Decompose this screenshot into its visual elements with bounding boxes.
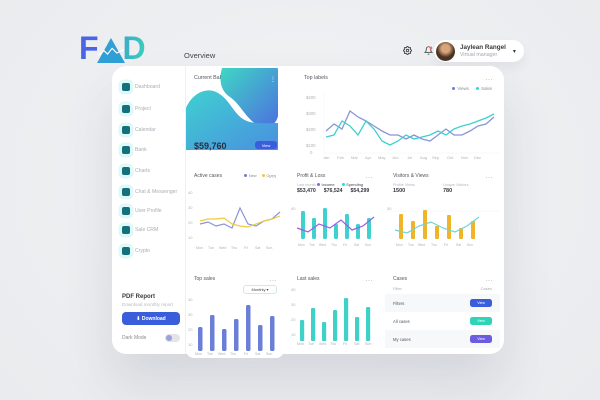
svg-text:Thu: Thu [230,352,236,355]
svg-text:Mon: Mon [396,243,403,247]
svg-text:Oct: Oct [447,155,454,160]
svg-text:Wed: Wed [418,243,425,247]
svg-text:40: 40 [291,206,296,211]
svg-text:Mon: Mon [196,246,203,250]
svg-text:Sat: Sat [354,243,359,247]
svg-text:30: 30 [188,312,193,317]
svg-text:Tue: Tue [207,352,213,355]
svg-text:30: 30 [387,206,392,211]
svg-text:Fri: Fri [244,352,248,355]
svg-text:$300: $300 [306,111,316,116]
svg-text:Sat: Sat [456,243,461,247]
svg-text:Wed: Wed [319,243,326,247]
svg-text:Jul: Jul [407,155,412,160]
svg-text:0: 0 [310,150,313,155]
svg-text:Fri: Fri [444,243,448,247]
svg-text:Dec: Dec [474,155,481,160]
svg-text:Jan: Jan [323,155,329,160]
svg-text:Sun: Sun [365,342,371,345]
svg-text:30: 30 [291,302,296,307]
svg-text:20: 20 [188,327,193,332]
svg-text:Thu: Thu [431,243,437,247]
svg-text:Wed: Wed [319,342,326,345]
svg-text:Fri: Fri [343,243,347,247]
svg-text:Tue: Tue [408,243,414,247]
svg-text:20: 20 [291,317,296,322]
svg-text:Sat: Sat [255,246,260,250]
svg-text:Jun: Jun [392,155,398,160]
svg-text:$200: $200 [306,127,316,132]
svg-text:Sep: Sep [432,155,440,160]
svg-text:Sun: Sun [266,352,272,355]
svg-text:Mon: Mon [195,352,202,355]
svg-text:Feb: Feb [337,155,345,160]
svg-text:Fri: Fri [244,246,248,250]
svg-text:40: 40 [188,190,193,195]
svg-text:10: 10 [291,332,296,337]
svg-text:Mon: Mon [297,342,304,345]
svg-text:Sun: Sun [266,246,272,250]
svg-text:Nov: Nov [461,155,468,160]
svg-text:40: 40 [291,287,296,292]
svg-text:Wed: Wed [219,246,226,250]
svg-text:Mar: Mar [351,155,359,160]
svg-text:10: 10 [188,235,193,240]
svg-text:Tue: Tue [208,246,214,250]
svg-text:Aug: Aug [420,155,427,160]
svg-text:Thu: Thu [330,342,336,345]
svg-text:20: 20 [188,220,193,225]
svg-text:40: 40 [188,297,193,302]
svg-text:Fri: Fri [343,342,347,345]
svg-text:$400: $400 [306,95,316,100]
svg-text:Sat: Sat [354,342,359,345]
svg-text:May: May [378,155,386,160]
svg-text:Tue: Tue [309,243,315,247]
svg-text:$100: $100 [306,143,316,148]
svg-text:Sat: Sat [255,352,260,355]
svg-text:10: 10 [188,342,193,347]
svg-text:Sun: Sun [365,243,371,247]
svg-text:30: 30 [188,205,193,210]
svg-text:Thu: Thu [231,246,237,250]
svg-text:Wed: Wed [218,352,225,355]
svg-text:Thu: Thu [331,243,337,247]
svg-text:Apr: Apr [365,155,372,160]
svg-text:Sun: Sun [467,243,473,247]
svg-text:Mon: Mon [298,243,305,247]
svg-text:Tue: Tue [308,342,314,345]
